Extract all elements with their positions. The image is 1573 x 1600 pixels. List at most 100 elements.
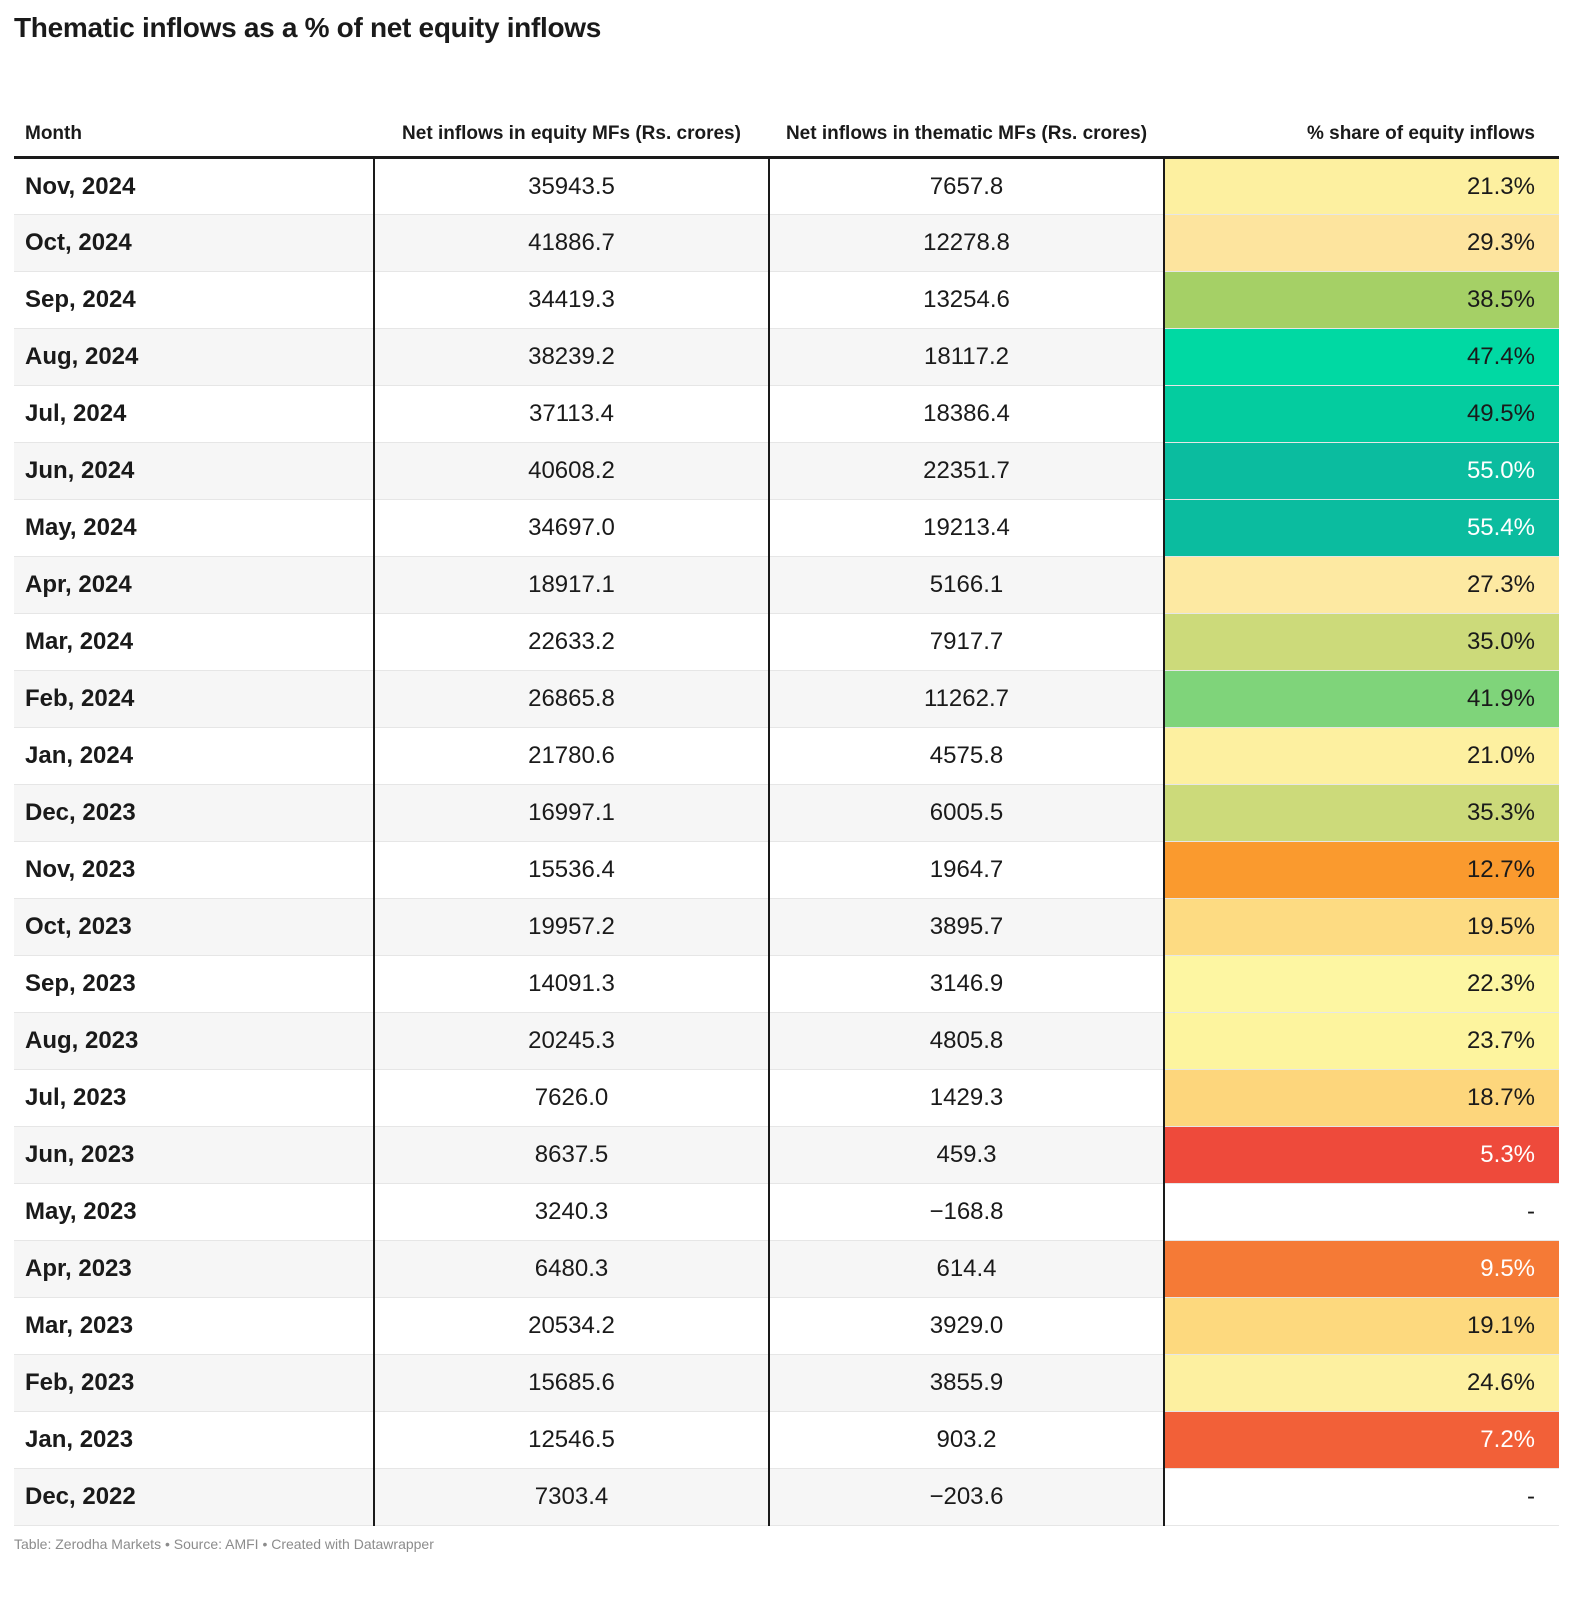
table-row: Nov, 2023 15536.4 1964.7 12.7% <box>14 841 1559 899</box>
thematic-inflow-cell: 19213.4 <box>769 499 1165 557</box>
month-cell: Jun, 2023 <box>14 1126 375 1184</box>
table-body: Nov, 2024 35943.5 7657.8 21.3% Oct, 2024 4188… <box>14 157 1559 1526</box>
month-cell: Jul, 2023 <box>14 1069 375 1127</box>
equity-inflow-cell: 12546.5 <box>374 1411 770 1469</box>
table-row: Apr, 2024 18917.1 5166.1 27.3% <box>14 556 1559 614</box>
table-row: Sep, 2023 14091.3 3146.9 22.3% <box>14 955 1559 1013</box>
equity-inflow-cell: 20245.3 <box>374 1012 770 1070</box>
share-cell: 29.3% <box>1164 214 1559 272</box>
table-row: Jun, 2024 40608.2 22351.7 55.0% <box>14 442 1559 500</box>
share-cell: 21.3% <box>1164 157 1559 215</box>
thematic-inflow-cell: 459.3 <box>769 1126 1165 1184</box>
equity-inflow-cell: 6480.3 <box>374 1240 770 1298</box>
table-row: Jul, 2023 7626.0 1429.3 18.7% <box>14 1069 1559 1127</box>
share-cell: 38.5% <box>1164 271 1559 329</box>
equity-inflow-cell: 34419.3 <box>374 271 770 329</box>
equity-inflow-cell: 3240.3 <box>374 1183 770 1241</box>
thematic-inflow-cell: 4575.8 <box>769 727 1165 785</box>
month-cell: May, 2023 <box>14 1183 375 1241</box>
table-row: Dec, 2022 7303.4 −203.6- <box>14 1468 1559 1526</box>
share-cell: 27.3% <box>1164 556 1559 614</box>
thematic-inflow-cell: 4805.8 <box>769 1012 1165 1070</box>
month-cell: Sep, 2024 <box>14 271 375 329</box>
share-cell: 55.0% <box>1164 442 1559 500</box>
table-row: Sep, 2024 34419.3 13254.6 38.5% <box>14 271 1559 329</box>
month-cell: May, 2024 <box>14 499 375 557</box>
month-cell: Oct, 2024 <box>14 214 375 272</box>
table-title: Thematic inflows as a % of net equity in… <box>14 12 602 43</box>
thematic-inflow-cell: 13254.6 <box>769 271 1165 329</box>
table-row: Jun, 2023 8637.5 459.3 5.3% <box>14 1126 1559 1184</box>
share-cell: 35.3% <box>1164 784 1559 842</box>
source-footer: Table: Zerodha Markets • Source: AMFI • … <box>14 1536 434 1552</box>
equity-inflow-cell: 35943.5 <box>374 157 770 215</box>
month-cell: Jul, 2024 <box>14 385 375 443</box>
equity-inflow-cell: 18917.1 <box>374 556 770 614</box>
share-cell: 12.7% <box>1164 841 1559 899</box>
equity-inflow-cell: 7626.0 <box>374 1069 770 1127</box>
thematic-inflow-cell: 6005.5 <box>769 784 1165 842</box>
equity-inflow-cell: 15685.6 <box>374 1354 770 1412</box>
share-cell: 9.5% <box>1164 1240 1559 1298</box>
month-cell: Mar, 2024 <box>14 613 375 671</box>
table-row: Jul, 2024 37113.4 18386.4 49.5% <box>14 385 1559 443</box>
column-header-share: % share of equity inflows <box>1164 78 1559 159</box>
equity-inflow-cell: 26865.8 <box>374 670 770 728</box>
month-cell: Jan, 2024 <box>14 727 375 785</box>
share-cell: 41.9% <box>1164 670 1559 728</box>
share-cell: 19.1% <box>1164 1297 1559 1355</box>
month-cell: Sep, 2023 <box>14 955 375 1013</box>
equity-inflow-cell: 19957.2 <box>374 898 770 956</box>
month-cell: Nov, 2023 <box>14 841 375 899</box>
column-header-month: Month <box>14 78 374 159</box>
thematic-inflow-cell: 5166.1 <box>769 556 1165 614</box>
table-row: Nov, 2024 35943.5 7657.8 21.3% <box>14 157 1559 215</box>
thematic-inflow-cell: 22351.7 <box>769 442 1165 500</box>
share-cell: 18.7% <box>1164 1069 1559 1127</box>
table-row: Dec, 2023 16997.1 6005.5 35.3% <box>14 784 1559 842</box>
month-cell: Aug, 2024 <box>14 328 375 386</box>
thematic-inflow-cell: 1429.3 <box>769 1069 1165 1127</box>
table-row: Feb, 2023 15685.6 3855.9 24.6% <box>14 1354 1559 1412</box>
equity-inflow-cell: 7303.4 <box>374 1468 770 1526</box>
equity-inflow-cell: 16997.1 <box>374 784 770 842</box>
share-cell: - <box>1164 1468 1559 1526</box>
thematic-inflow-cell: 3895.7 <box>769 898 1165 956</box>
share-cell: 22.3% <box>1164 955 1559 1013</box>
month-cell: Dec, 2022 <box>14 1468 375 1526</box>
table-row: Mar, 2024 22633.2 7917.7 35.0% <box>14 613 1559 671</box>
equity-inflow-cell: 21780.6 <box>374 727 770 785</box>
table-row: Apr, 2023 6480.3 614.4 9.5% <box>14 1240 1559 1298</box>
header-row: Month Net inflows in equity MFs (Rs. cro… <box>14 78 1559 159</box>
month-cell: Apr, 2023 <box>14 1240 375 1298</box>
table-row: Jan, 2023 12546.5 903.2 7.2% <box>14 1411 1559 1469</box>
thematic-inflow-cell: −168.8 <box>769 1183 1165 1241</box>
month-cell: Jan, 2023 <box>14 1411 375 1469</box>
column-header-equity-inflows: Net inflows in equity MFs (Rs. crores) <box>374 78 769 159</box>
month-cell: Apr, 2024 <box>14 556 375 614</box>
share-cell: 24.6% <box>1164 1354 1559 1412</box>
equity-inflow-cell: 20534.2 <box>374 1297 770 1355</box>
month-cell: Mar, 2023 <box>14 1297 375 1355</box>
thematic-inflow-cell: 7917.7 <box>769 613 1165 671</box>
table-row: May, 2024 34697.0 19213.4 55.4% <box>14 499 1559 557</box>
thematic-inflow-cell: −203.6 <box>769 1468 1165 1526</box>
month-cell: Dec, 2023 <box>14 784 375 842</box>
share-cell: 35.0% <box>1164 613 1559 671</box>
month-cell: Nov, 2024 <box>14 157 375 215</box>
thematic-inflow-cell: 11262.7 <box>769 670 1165 728</box>
thematic-inflow-cell: 1964.7 <box>769 841 1165 899</box>
share-cell: 49.5% <box>1164 385 1559 443</box>
table-row: Oct, 2023 19957.2 3895.7 19.5% <box>14 898 1559 956</box>
share-cell: 7.2% <box>1164 1411 1559 1469</box>
thematic-inflow-cell: 3855.9 <box>769 1354 1165 1412</box>
thematic-inflow-cell: 18386.4 <box>769 385 1165 443</box>
thematic-inflow-cell: 7657.8 <box>769 157 1165 215</box>
thematic-inflow-cell: 614.4 <box>769 1240 1165 1298</box>
share-cell: - <box>1164 1183 1559 1241</box>
month-cell: Feb, 2023 <box>14 1354 375 1412</box>
thematic-inflow-cell: 3146.9 <box>769 955 1165 1013</box>
share-cell: 23.7% <box>1164 1012 1559 1070</box>
table-row: Jan, 2024 21780.6 4575.8 21.0% <box>14 727 1559 785</box>
table-row: Aug, 2023 20245.3 4805.8 23.7% <box>14 1012 1559 1070</box>
